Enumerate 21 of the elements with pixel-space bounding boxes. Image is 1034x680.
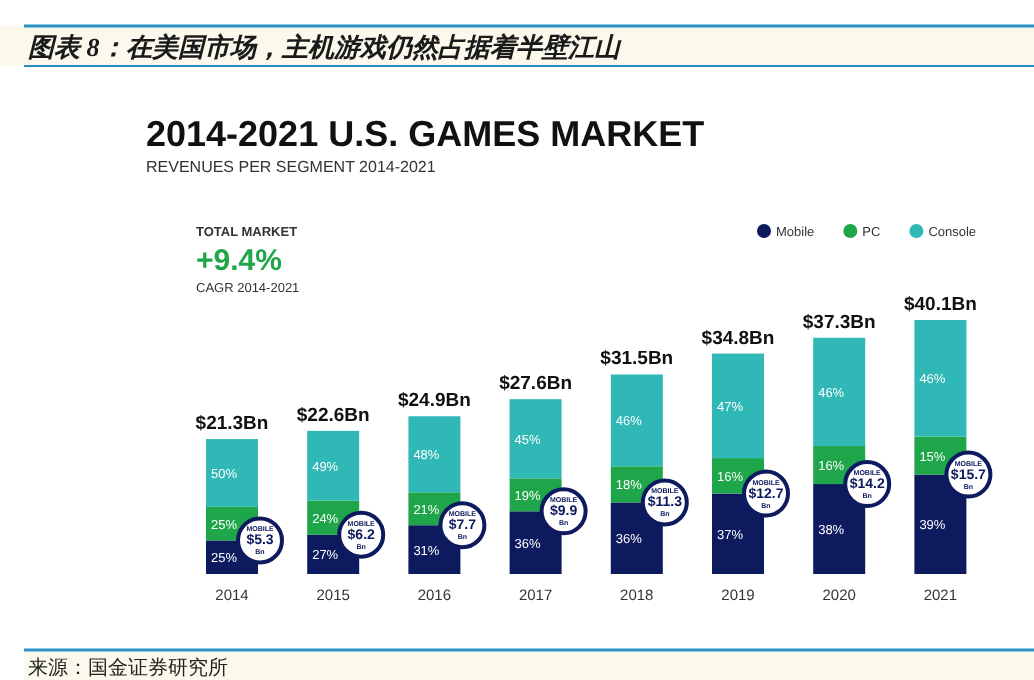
chart-subtitle: 2014-2021 U.S. GAMES MARKET [146,114,705,154]
total-label: $34.8Bn [701,327,775,350]
source-note: 来源：国金证券研究所 [28,656,228,680]
total-label: $37.3Bn [802,311,877,334]
text: +9.4% [196,244,282,278]
total-label: $21.3Bn [195,413,269,436]
bar [307,430,360,501]
total-label: $27.6Bn [499,373,573,396]
bar [509,399,562,479]
total-label: $31.5Bn [600,348,674,371]
total-label: $40.1Bn [903,294,978,316]
chart-title: 图表 8：在美国市场，主机游戏仍然占据着半壁江山 [28,32,622,62]
text: REVENUES PER SEGMENT 2014-2021 [146,158,437,176]
total-label: $24.9Bn [397,390,472,413]
bar [813,337,866,447]
bar [408,416,461,493]
total-label: $22.6Bn [296,404,371,427]
bar [914,320,967,437]
bar [712,353,764,459]
bar [610,374,663,467]
bar [206,439,258,507]
